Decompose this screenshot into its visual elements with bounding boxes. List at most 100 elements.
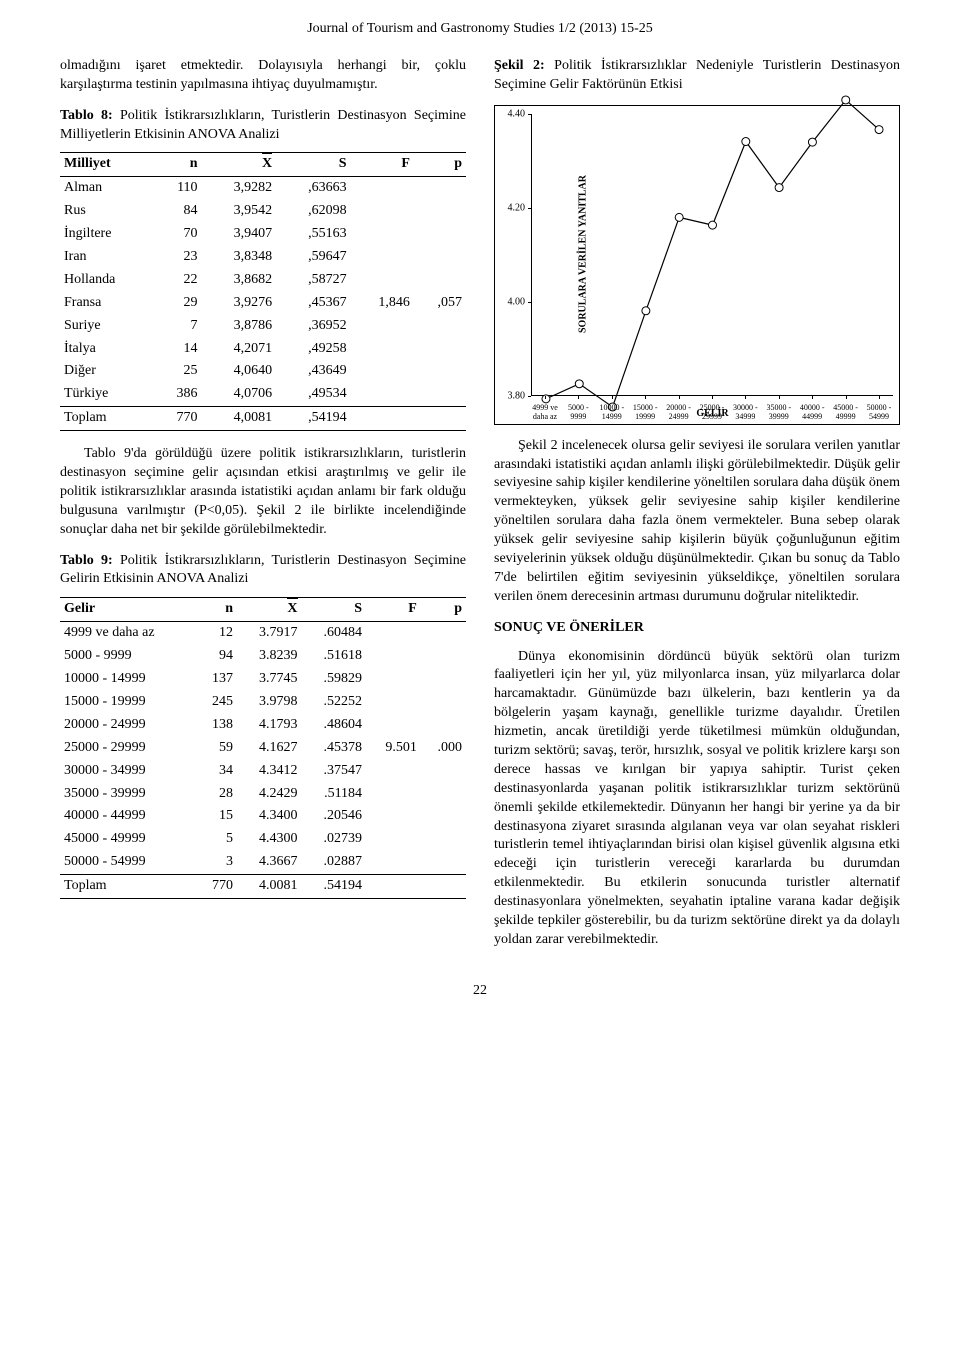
table-cell xyxy=(421,645,466,668)
running-header: Journal of Tourism and Gastronomy Studie… xyxy=(60,20,900,39)
table-cell: .48604 xyxy=(302,714,367,737)
table-cell: 1,846 xyxy=(351,292,414,315)
table-cell: 28 xyxy=(197,783,237,806)
table-row: Rus843,9542,62098 xyxy=(60,200,466,223)
th-f2: F xyxy=(366,598,421,622)
table-cell: ,54194 xyxy=(276,407,351,431)
x-tick-mark xyxy=(812,396,813,399)
table-cell: 20000 - 24999 xyxy=(60,714,197,737)
table9-caption: Tablo 9: Politik İstikrarsızlıkların, Tu… xyxy=(60,552,466,590)
table-cell: 3,9542 xyxy=(202,200,277,223)
table-cell: 4,0640 xyxy=(202,360,277,383)
table-cell: 9.501 xyxy=(366,737,421,760)
x-tick-label: 30000 -34999 xyxy=(733,404,758,422)
conclusions-heading: SONUÇ VE ÖNERİLER xyxy=(494,619,900,638)
table-cell: 12 xyxy=(197,622,237,645)
table-cell: 29 xyxy=(155,292,201,315)
chart-marker xyxy=(642,306,650,314)
conclusions-paragraph: Dünya ekonomisinin dördüncü büyük sektör… xyxy=(494,648,900,950)
table-cell: 3,9282 xyxy=(202,177,277,200)
table-row: 20000 - 249991384.1793.48604 xyxy=(60,714,466,737)
table-row: Toplam7704.0081.54194 xyxy=(60,875,466,899)
table-row: İtalya144,2071,49258 xyxy=(60,338,466,361)
table-cell: 4.1627 xyxy=(237,737,302,760)
table-cell xyxy=(351,200,414,223)
table-cell: 7 xyxy=(155,315,201,338)
table-row: 30000 - 34999344.3412.37547 xyxy=(60,760,466,783)
chart-marker xyxy=(742,137,750,145)
th-milliyet: Milliyet xyxy=(60,153,155,177)
x-tick-mark xyxy=(545,396,546,399)
table-cell: 3,9276 xyxy=(202,292,277,315)
table-cell: 3,8682 xyxy=(202,269,277,292)
x-tick-mark xyxy=(846,396,847,399)
table-cell xyxy=(366,783,421,806)
th-xbar: X xyxy=(202,153,277,177)
table-cell: 4.2429 xyxy=(237,783,302,806)
intro-paragraph: olmadığını işaret etmektedir. Dolayısıyl… xyxy=(60,57,466,95)
table-cell: 45000 - 49999 xyxy=(60,828,197,851)
table-cell: .52252 xyxy=(302,691,367,714)
table-cell: Rus xyxy=(60,200,155,223)
table-cell: 4999 ve daha az xyxy=(60,622,197,645)
x-tick-label: 45000 -49999 xyxy=(833,404,858,422)
table-cell xyxy=(351,223,414,246)
table-cell: 110 xyxy=(155,177,201,200)
left-column: olmadığını işaret etmektedir. Dolayısıyl… xyxy=(60,57,466,962)
table-cell xyxy=(414,383,466,406)
table-row: Suriye73,8786,36952 xyxy=(60,315,466,338)
table-cell xyxy=(351,246,414,269)
table-cell: Fransa xyxy=(60,292,155,315)
table-cell: 23 xyxy=(155,246,201,269)
table-cell: 4,2071 xyxy=(202,338,277,361)
table8: Milliyet n X S F p Alman1103,9282,63663R… xyxy=(60,152,466,431)
figure2-chart: SORULARA VERİLEN YANITLAR GELİR 3.804.00… xyxy=(494,105,900,425)
table-cell: 15 xyxy=(197,805,237,828)
x-tick-mark xyxy=(879,396,880,399)
table-cell: .000 xyxy=(421,737,466,760)
x-tick-label: 10000 -14999 xyxy=(599,404,624,422)
table-cell: 4.1793 xyxy=(237,714,302,737)
table-row: 40000 - 44999154.3400.20546 xyxy=(60,805,466,828)
right-column: Şekil 2: Politik İstikrarsızlıklar Neden… xyxy=(494,57,900,962)
table-cell xyxy=(351,407,414,431)
table-cell: Hollanda xyxy=(60,269,155,292)
table-cell: .02739 xyxy=(302,828,367,851)
table8-caption: Tablo 8: Politik İstikrarsızlıkların, Tu… xyxy=(60,107,466,145)
table-cell xyxy=(351,383,414,406)
table-row: 5000 - 9999943.8239.51618 xyxy=(60,645,466,668)
table-cell: İtalya xyxy=(60,338,155,361)
th-gelir: Gelir xyxy=(60,598,197,622)
table-row: 15000 - 199992453.9798.52252 xyxy=(60,691,466,714)
table-cell xyxy=(421,714,466,737)
table-cell: Suriye xyxy=(60,315,155,338)
table-cell: Toplam xyxy=(60,875,197,899)
table8-caption-text: Politik İstikrarsızlıkların, Turistlerin… xyxy=(60,108,466,142)
table-cell: Iran xyxy=(60,246,155,269)
th-n: n xyxy=(155,153,201,177)
chart-marker xyxy=(709,221,717,229)
x-tick-label: 15000 -19999 xyxy=(633,404,658,422)
table-cell: 14 xyxy=(155,338,201,361)
table-cell: 35000 - 39999 xyxy=(60,783,197,806)
chart-line xyxy=(546,100,879,407)
table-cell: .02887 xyxy=(302,851,367,874)
table-cell xyxy=(366,760,421,783)
table-cell: ,59647 xyxy=(276,246,351,269)
two-column-layout: olmadığını işaret etmektedir. Dolayısıyl… xyxy=(60,57,900,962)
figure2-caption-label: Şekil 2: xyxy=(494,58,545,73)
table-cell xyxy=(366,691,421,714)
figure2-caption: Şekil 2: Politik İstikrarsızlıklar Neden… xyxy=(494,57,900,95)
y-tick-mark xyxy=(528,396,531,397)
th-f: F xyxy=(351,153,414,177)
table-cell: .20546 xyxy=(302,805,367,828)
table-cell xyxy=(366,645,421,668)
table-cell xyxy=(366,668,421,691)
table-cell xyxy=(414,360,466,383)
table-cell xyxy=(366,714,421,737)
table-cell: ,55163 xyxy=(276,223,351,246)
table-cell: 22 xyxy=(155,269,201,292)
x-tick-mark xyxy=(679,396,680,399)
chart-marker xyxy=(808,138,816,146)
y-tick-mark xyxy=(528,208,531,209)
